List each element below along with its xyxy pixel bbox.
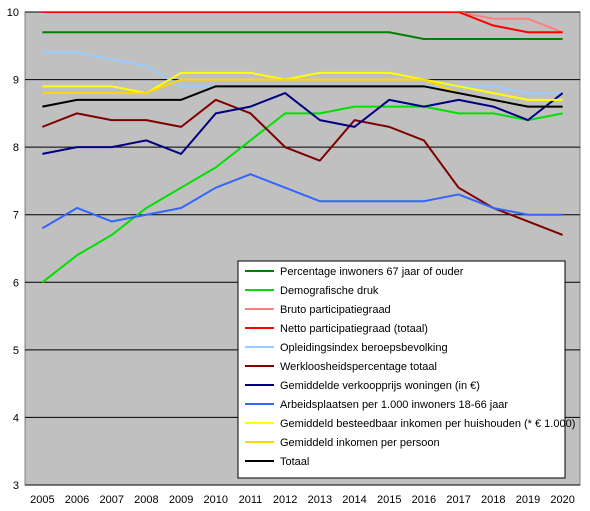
series-line-2 (42, 12, 564, 34)
x-tick-label: 2015 (377, 494, 401, 506)
series-line-3 (42, 12, 563, 34)
y-tick-label: 4 (13, 412, 19, 424)
legend-item-label: Totaal (280, 456, 309, 468)
legend-item-label: Demografische druk (280, 285, 379, 297)
series-line-0 (42, 31, 563, 41)
series-line-6 (42, 92, 564, 155)
series-line-10 (42, 85, 563, 108)
legend-item-label: Percentage inwoners 67 jaar of ouder (280, 266, 464, 278)
y-tick-label: 6 (13, 277, 19, 289)
series-line-8 (42, 71, 563, 101)
legend: Percentage inwoners 67 jaar of ouder Demo… (237, 260, 575, 479)
y-tick-label: 3 (13, 480, 19, 492)
legend-item-label: Gemiddeld besteedbaar inkomen per huisho… (280, 418, 575, 430)
x-tick-label: 2010 (204, 494, 228, 506)
x-tick-label: 2019 (516, 494, 540, 506)
x-tick-label: 2018 (481, 494, 505, 506)
x-tick-label: 2013 (308, 494, 332, 506)
x-tick-label: 2012 (273, 494, 297, 506)
y-tick-label: 5 (13, 345, 19, 357)
x-tick-label: 2008 (134, 494, 158, 506)
y-tick-label: 9 (13, 75, 19, 87)
y-tick-label: 7 (13, 210, 19, 222)
legend-item-label: Werkloosheidspercentage totaal (280, 361, 437, 373)
series-line-1 (41, 105, 563, 284)
y-tick-label: 8 (13, 142, 19, 154)
x-tick-label: 2017 (446, 494, 470, 506)
legend-item-label: Opleidingsindex beroepsbevolking (280, 342, 448, 354)
y-tick-label: 10 (7, 7, 19, 19)
series-lines (41, 12, 564, 284)
x-tick-label: 2020 (550, 494, 574, 506)
legend-item-label: Gemiddelde verkoopprijs woningen (in €) (280, 380, 480, 392)
x-tick-label: 2007 (99, 494, 123, 506)
legend-item-label: Bruto participatiegraad (280, 304, 391, 316)
x-tick-label: 2011 (239, 494, 263, 506)
legend-item-label: Netto participatiegraad (totaal) (280, 323, 428, 335)
x-tick-label: 2014 (342, 494, 366, 506)
x-tick-label: 2005 (30, 494, 54, 506)
x-axis: 2005 2006 2007 2008 2009 2010 2011 2012 2013 2014… (30, 494, 575, 506)
legend-item-label: Gemiddeld inkomen per persoon (280, 437, 440, 449)
x-tick-label: 2006 (65, 494, 89, 506)
legend-item-label: Arbeidsplaatsen per 1.000 inwoners 18-66… (280, 399, 508, 411)
legend-box (237, 260, 566, 479)
series-line-7 (41, 173, 563, 230)
x-tick-label: 2009 (169, 494, 193, 506)
y-axis: 3 4 5 6 7 8 9 10 (7, 7, 19, 492)
series-line-5 (41, 98, 564, 236)
x-tick-label: 2016 (412, 494, 436, 506)
